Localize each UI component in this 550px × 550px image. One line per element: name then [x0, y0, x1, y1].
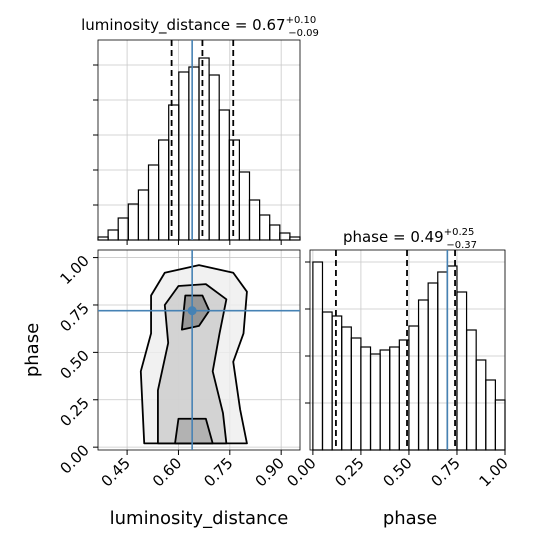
y-tick-label: 0.75 — [56, 299, 92, 335]
histogram-bar — [485, 379, 496, 451]
contour — [174, 417, 214, 445]
histogram-bar — [248, 199, 261, 241]
x-tick-label: 0.75 — [427, 454, 463, 490]
x-tick-label: 0.50 — [379, 454, 415, 490]
histogram-bar — [437, 271, 448, 451]
histogram-bar — [259, 214, 271, 241]
x-tick-label: 0.00 — [283, 454, 319, 490]
title-lower: −0.37 — [446, 240, 477, 251]
histogram-bar — [218, 109, 230, 241]
panel-title: phase = 0.49+0.25 −0.37 — [343, 227, 477, 251]
histogram-bar — [331, 315, 343, 451]
y-tick-label: 0.25 — [56, 394, 92, 430]
histogram-bar — [465, 329, 477, 451]
histogram-bar — [289, 236, 301, 241]
histogram-bar — [147, 164, 160, 241]
y-tick-label: 0.50 — [56, 346, 92, 382]
x-tick-label: 1.00 — [475, 454, 511, 490]
title-main: phase = 0.49 — [343, 228, 444, 246]
histogram-bar — [238, 171, 251, 241]
x-tick-label: 0.45 — [98, 454, 134, 490]
histogram-bar — [417, 299, 429, 451]
histogram-bar — [350, 337, 362, 451]
histogram-bar — [127, 203, 140, 241]
histogram-bar — [494, 399, 506, 451]
histogram-bar — [379, 349, 391, 451]
panel-frame — [97, 249, 301, 451]
x-tick-label: 0.75 — [200, 454, 236, 490]
x-axis-label: luminosity_distance — [110, 508, 289, 529]
x-tick-label: 0.90 — [252, 454, 288, 490]
histogram-bar — [408, 325, 420, 451]
histogram-bar — [389, 346, 400, 451]
title-upper: +0.25 — [444, 227, 475, 238]
title-main: luminosity_distance = 0.67 — [81, 16, 285, 35]
histogram-bar — [475, 359, 487, 451]
x-axis-label: phase — [383, 508, 437, 529]
histogram-bar — [158, 139, 170, 241]
histogram-bar — [168, 104, 180, 241]
histogram-bar — [360, 346, 372, 451]
panel-title: luminosity_distance = 0.67+0.10 −0.09 — [81, 15, 319, 39]
title-upper: +0.10 — [286, 15, 317, 26]
histogram-bar — [427, 282, 439, 451]
y-tick-label: 0.00 — [56, 441, 92, 477]
y-tick-label: 1.00 — [56, 252, 92, 288]
histogram-bar — [228, 139, 241, 241]
histogram-bar — [107, 229, 119, 241]
histogram-bar — [269, 224, 281, 241]
histogram-bar — [321, 311, 333, 451]
histogram-bar — [178, 71, 190, 241]
histogram-bar — [456, 291, 468, 451]
histogram-bar — [97, 236, 109, 241]
x-tick-label: 0.25 — [331, 454, 367, 490]
histogram-bar — [188, 66, 200, 241]
histogram-bar — [137, 189, 150, 241]
x-tick-label: 0.60 — [149, 454, 185, 490]
y-axis-label: phase — [22, 323, 43, 377]
histogram-bar — [341, 326, 352, 451]
title-lower: −0.09 — [288, 28, 319, 39]
histogram-bar — [369, 353, 381, 451]
truth-point — [187, 306, 197, 316]
histogram-bar — [198, 57, 210, 241]
